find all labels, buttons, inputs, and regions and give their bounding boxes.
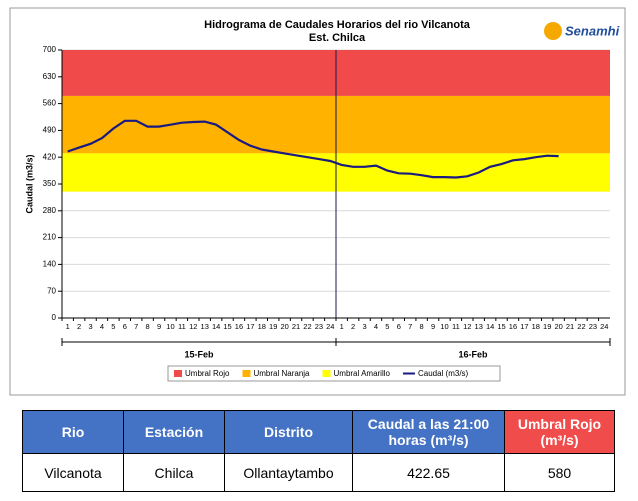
y-tick-label: 560	[43, 99, 57, 108]
y-tick-label: 490	[43, 126, 57, 135]
group-label: 15-Feb	[184, 349, 214, 359]
x-tick-label: 22	[303, 322, 311, 331]
x-tick-label: 15	[497, 322, 505, 331]
x-tick-label: 14	[486, 322, 494, 331]
x-tick-label: 23	[589, 322, 597, 331]
x-tick-label: 10	[440, 322, 448, 331]
x-tick-label: 24	[326, 322, 334, 331]
x-tick-label: 9	[431, 322, 435, 331]
y-axis-label: Caudal (m3/s)	[24, 154, 34, 213]
y-tick-label: 140	[43, 260, 57, 269]
x-tick-label: 11	[452, 322, 460, 331]
legend-label: Umbral Rojo	[185, 369, 230, 378]
x-tick-label: 6	[123, 322, 127, 331]
x-tick-label: 14	[212, 322, 220, 331]
x-tick-label: 4	[100, 322, 104, 331]
x-tick-label: 21	[292, 322, 300, 331]
x-tick-label: 12	[189, 322, 197, 331]
x-tick-label: 17	[520, 322, 528, 331]
x-tick-label: 2	[351, 322, 355, 331]
y-tick-label: 210	[43, 233, 57, 242]
legend-swatch	[322, 370, 331, 377]
data-row: Vilcanota Chilca Ollantaytambo 422.65 58…	[22, 453, 615, 492]
x-tick-label: 17	[246, 322, 254, 331]
x-tick-label: 13	[475, 322, 483, 331]
y-tick-label: 420	[43, 152, 57, 161]
cell: 422.65	[352, 453, 505, 492]
summary-table: Rio Estación Distrito Caudal a las 21:00…	[22, 410, 615, 492]
legend-label: Caudal (m3/s)	[418, 369, 469, 378]
chart-subtitle: Est. Chilca	[309, 32, 366, 44]
logo-text: Senamhi	[565, 23, 620, 38]
header-cell: Rio	[22, 410, 124, 454]
x-tick-label: 7	[408, 322, 412, 331]
y-tick-label: 700	[43, 45, 57, 54]
x-tick-label: 9	[157, 322, 161, 331]
x-tick-label: 18	[532, 322, 540, 331]
y-tick-label: 70	[47, 286, 56, 295]
x-tick-label: 21	[566, 322, 574, 331]
y-tick-label: 350	[43, 179, 57, 188]
x-tick-label: 20	[554, 322, 562, 331]
header-cell: Umbral Rojo (m³/s)	[504, 410, 615, 454]
x-tick-label: 18	[258, 322, 266, 331]
x-tick-label: 3	[362, 322, 366, 331]
y-tick-label: 0	[52, 313, 57, 322]
x-tick-label: 1	[66, 322, 70, 331]
legend-swatch	[174, 370, 182, 377]
x-tick-label: 16	[235, 322, 243, 331]
x-tick-label: 11	[178, 322, 186, 331]
logo-sun	[544, 22, 562, 40]
x-tick-label: 15	[223, 322, 231, 331]
data-line	[67, 119, 559, 179]
legend-box	[167, 365, 501, 382]
x-tick-label: 22	[577, 322, 585, 331]
header-row: Rio Estación Distrito Caudal a las 21:00…	[22, 410, 615, 454]
legend-label: Umbral Amarillo	[334, 369, 391, 378]
legend-swatch	[242, 370, 251, 377]
cell: Ollantaytambo	[224, 453, 353, 492]
legend-label: Umbral Naranja	[253, 369, 310, 378]
x-tick-label: 5	[111, 322, 115, 331]
x-tick-label: 19	[269, 322, 277, 331]
cell: 580	[504, 453, 615, 492]
x-tick-label: 12	[463, 322, 471, 331]
x-tick-label: 5	[385, 322, 389, 331]
x-tick-label: 20	[280, 322, 288, 331]
y-tick-label: 630	[43, 72, 57, 81]
header-cell: Caudal a las 21:00 horas (m³/s)	[352, 410, 505, 454]
x-tick-label: 13	[201, 322, 209, 331]
x-tick-label: 23	[315, 322, 323, 331]
x-tick-label: 4	[374, 322, 378, 331]
x-tick-label: 19	[543, 322, 551, 331]
x-tick-label: 16	[509, 322, 517, 331]
x-tick-label: 2	[77, 322, 81, 331]
x-tick-label: 8	[420, 322, 424, 331]
header-cell: Distrito	[224, 410, 353, 454]
header-cell: Estación	[123, 410, 225, 454]
cell: Vilcanota	[22, 453, 124, 492]
x-tick-label: 6	[397, 322, 401, 331]
x-tick-label: 7	[134, 322, 138, 331]
chart-title: Hidrograma de Caudales Horarios del rio …	[204, 19, 471, 31]
chart: Hidrograma de Caudales Horarios del rio …	[9, 7, 626, 396]
x-tick-label: 24	[600, 322, 608, 331]
x-tick-label: 1	[340, 322, 344, 331]
cell: Chilca	[123, 453, 225, 492]
x-tick-label: 3	[88, 322, 92, 331]
x-tick-label: 10	[166, 322, 174, 331]
x-tick-label: 8	[146, 322, 150, 331]
y-tick-label: 280	[43, 206, 57, 215]
logo: Senamhi	[544, 22, 620, 40]
group-label: 16-Feb	[458, 349, 488, 359]
